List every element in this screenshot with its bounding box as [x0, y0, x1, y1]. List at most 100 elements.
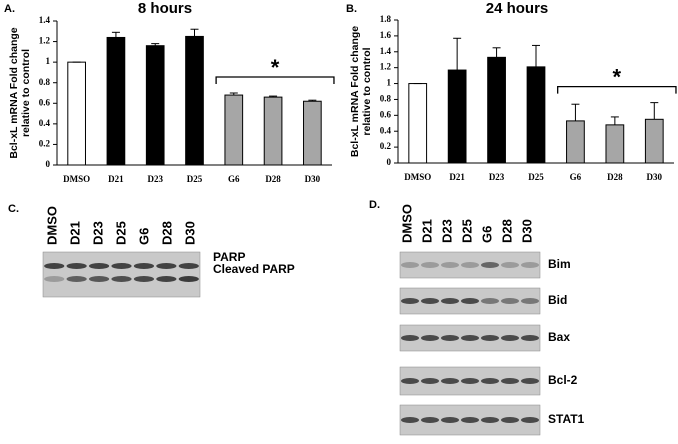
error-bar — [532, 44, 540, 67]
panel-label: C. — [8, 203, 19, 215]
blot-band — [441, 417, 459, 423]
blot-band — [481, 417, 499, 423]
error-bar — [269, 95, 278, 98]
y-tick-label: 0.2 — [39, 138, 51, 148]
x-tick-label: G6 — [228, 174, 240, 184]
error-bar — [190, 28, 199, 37]
band-label: Bid — [548, 293, 567, 307]
bar — [447, 69, 467, 164]
lane-label: D28 — [159, 221, 174, 245]
y-tick-label: 0.4 — [39, 118, 51, 128]
significance-star: * — [613, 64, 622, 89]
y-tick-label: 1.2 — [39, 36, 51, 46]
blot-band — [521, 335, 539, 341]
bar — [67, 61, 86, 166]
lane-label: D30 — [519, 219, 534, 243]
blot-band — [441, 262, 459, 268]
bar — [487, 56, 506, 164]
band-label: Bcl-2 — [548, 373, 578, 387]
error-bar — [610, 116, 619, 125]
panel-label: A. — [4, 3, 15, 15]
blot-band — [401, 262, 419, 268]
significance-bracket — [557, 85, 677, 94]
lane-label: G6 — [479, 226, 494, 243]
y-tick-label: 1.8 — [380, 14, 392, 24]
blot-band — [461, 262, 479, 268]
blot-band — [401, 378, 419, 384]
y-tick-label: 1 — [46, 56, 51, 66]
blot-band — [521, 262, 539, 268]
blot-band — [66, 263, 87, 269]
bar — [644, 118, 664, 164]
x-tick-label: D21 — [449, 172, 465, 182]
blot-band — [421, 298, 439, 304]
band-label: Cleaved PARP — [213, 262, 295, 276]
chart-title: 24 hours — [486, 0, 549, 17]
lane-label: D23 — [90, 221, 105, 245]
blot-band — [421, 417, 439, 423]
blot-band — [421, 335, 439, 341]
y-tick-label: 1.4 — [39, 15, 51, 25]
blot-band — [521, 378, 539, 384]
blot-band — [156, 276, 177, 282]
y-tick-label: 0.2 — [380, 141, 392, 151]
chart-title: 8 hours — [138, 0, 192, 17]
bar — [224, 94, 244, 166]
blot-band — [501, 378, 519, 384]
blot-band — [461, 298, 479, 304]
blot-band — [133, 263, 155, 269]
blot-band — [133, 276, 155, 282]
bar — [145, 45, 165, 166]
error-bar — [571, 103, 580, 121]
blot-band — [178, 263, 199, 269]
band-label: STAT1 — [548, 412, 585, 426]
x-tick-label: D25 — [187, 174, 203, 184]
y-tick-label: 1.2 — [380, 62, 392, 72]
y-axis-label: Bcl-xL mRNA Fold change — [8, 27, 20, 158]
x-tick-label: D21 — [108, 174, 124, 184]
y-tick-label: 1 — [387, 78, 392, 88]
blot-band — [481, 335, 499, 341]
lane-label: DMSO — [44, 206, 59, 245]
blot-band — [501, 417, 519, 423]
y-tick-label: 0.8 — [380, 94, 392, 104]
y-tick-label: 0 — [387, 157, 392, 167]
x-tick-label: D28 — [607, 172, 623, 182]
error-bar — [151, 43, 160, 46]
y-tick-label: 1.6 — [380, 30, 392, 40]
lane-label: G6 — [136, 228, 151, 245]
blot-band — [401, 335, 419, 341]
y-axis-label: Bcl-xL mRNA Fold change — [349, 26, 361, 157]
blot-band — [481, 262, 499, 268]
blot-band — [461, 417, 479, 423]
blot-band — [461, 378, 479, 384]
bar — [303, 100, 322, 166]
y-tick-label: 0.6 — [380, 109, 392, 119]
blot-band — [421, 262, 439, 268]
x-tick-label: D25 — [528, 172, 544, 182]
blot-band — [441, 298, 459, 304]
band-label: Bim — [548, 257, 571, 271]
bar — [263, 96, 283, 166]
blot-band — [111, 263, 132, 269]
blot-band — [88, 263, 110, 269]
band-label: PARP — [213, 250, 245, 264]
blot-band — [501, 298, 519, 304]
blot-panel — [399, 251, 541, 279]
lane-label: D21 — [419, 219, 434, 243]
x-tick-label: DMSO — [63, 174, 90, 184]
error-bar — [111, 31, 120, 38]
x-tick-label: DMSO — [404, 172, 431, 182]
y-axis-label: relative to control — [361, 47, 373, 135]
band-label: Bax — [548, 330, 570, 344]
bar — [605, 124, 625, 164]
y-tick-label: 0.6 — [39, 97, 51, 107]
blot-band — [44, 276, 65, 282]
blot-band — [521, 298, 539, 304]
blot-band — [88, 276, 110, 282]
lane-label: D28 — [499, 219, 514, 243]
blot-band — [461, 335, 479, 341]
error-bar — [492, 47, 501, 58]
blot-band — [401, 417, 419, 423]
x-tick-label: D30 — [647, 172, 663, 182]
